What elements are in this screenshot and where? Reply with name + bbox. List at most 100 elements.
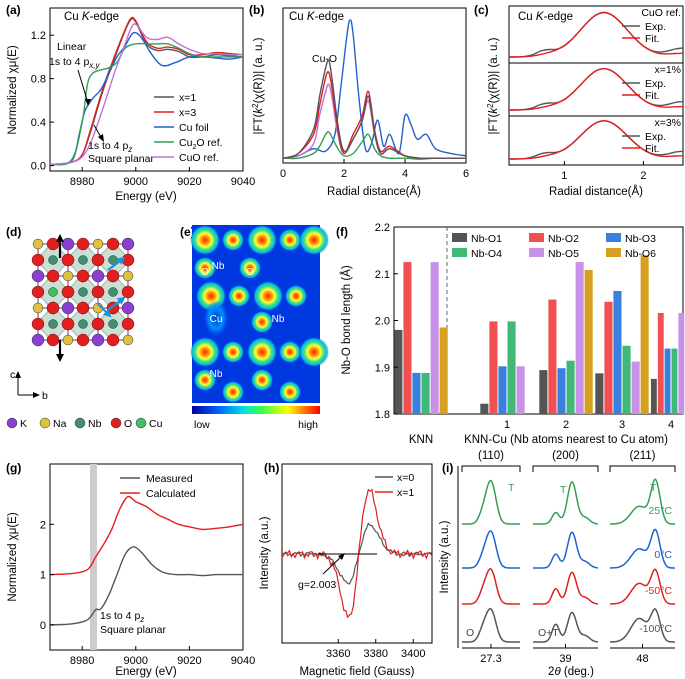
panel-b-title: Cu K-edge (289, 11, 344, 23)
panel-f-xtick-label: 4 (668, 419, 674, 431)
atom-o (46, 269, 60, 283)
panel-a-ytick-label: 0.0 (31, 161, 46, 173)
atom-o (106, 237, 120, 251)
panel-a-legend-label: Cu2O ref. (179, 137, 223, 151)
panel-b-line-1 (282, 131, 467, 160)
atom-label-o-2: O (246, 267, 254, 278)
panel-i-phase-t2: T (560, 484, 567, 496)
atom-nb (78, 287, 88, 297)
panel-a: (a) Cu K-edge 8980 9000 9020 90400.00.40.81… (6, 3, 255, 203)
panel-i-label: (i) (442, 461, 453, 475)
panel-i-line-1 (609, 528, 675, 569)
atom-cu (48, 287, 58, 297)
panel-f-ytick-label: 2.1 (375, 269, 390, 281)
panel-i-plane-label: (211) (630, 450, 656, 462)
axis-c-label: c (10, 369, 15, 381)
axis-b-arrowhead (33, 392, 40, 398)
panel-i-temp-label: -50°C (645, 585, 672, 597)
atom-o (31, 317, 45, 331)
panel-h-xtick-label: 3380 (364, 648, 388, 660)
atom-legend-label: K (20, 418, 27, 430)
panel-a-xtick-label: 9040 (231, 176, 255, 188)
panel-g-legend: Measured Calculated (120, 473, 196, 500)
panel-b-xlabel: Radial distance(Å) (327, 185, 421, 198)
atom-na (122, 270, 134, 282)
atom-legend-label: Na (53, 418, 67, 430)
panel-c-subpanel-label: CuO ref. (641, 7, 681, 19)
density-blob (239, 257, 261, 279)
panel-a-legend-label: Cu foil (179, 122, 209, 134)
panel-c-legend-label: Fit. (645, 33, 660, 45)
atom-label-nb-2: Nb (272, 314, 285, 325)
panel-a-series (49, 16, 244, 166)
bar-nb-o4 (507, 321, 516, 414)
panel-a-xtick-label: 8980 (70, 176, 94, 188)
panel-a-legend-label: CuO ref. (179, 152, 219, 164)
panel-d: (d) c b K Na Nb O Cu (6, 225, 163, 430)
panel-f-ytick-label: 1.9 (375, 362, 390, 374)
panel-g-ann-1s-4pz: 1s to 4 pz (100, 610, 144, 624)
panel-f-legend: Nb-O1 Nb-O2 Nb-O3 Nb-O4 Nb-O5 Nb-O6 (452, 233, 656, 260)
panel-i-line-1 (533, 531, 599, 569)
atom-o (91, 253, 105, 267)
colorbar-low: low (194, 419, 210, 431)
panel-f-legend-label: Nb-O3 (625, 233, 656, 245)
panel-f-ylabel: Nb-O bond length (Å) (340, 265, 353, 374)
panel-a-ann-1s-4pxy: 1s to 4 px,y (49, 56, 101, 70)
atom-o (76, 237, 90, 251)
panel-i-phase-o: O (466, 627, 474, 639)
panel-h-line-1 (281, 488, 433, 619)
panel-h-ann-g: g=2.003 (298, 579, 336, 591)
panel-i-line-2 (462, 568, 520, 605)
polarization-arrowhead (102, 308, 112, 318)
panel-h-xtick-label: 3400 (401, 648, 425, 660)
panel-g: (g) 8980 9000 9020 9040 0 1 2 Measured Calculat… (6, 461, 255, 678)
panel-i-xlabel: 2θ (deg.) (548, 666, 594, 678)
panel-i-line-0 (462, 479, 520, 525)
panel-h-label: (h) (264, 461, 279, 475)
density-blob (190, 225, 220, 255)
panel-g-xlabel: Energy (eV) (115, 666, 177, 678)
atom-label-cu: Cu (210, 314, 223, 325)
panel-a-ticks: 8980 9000 9020 9040 0.0 0.4 0.8 1.2 (31, 30, 256, 188)
panel-i-line-0 (533, 481, 599, 525)
panel-b-ylabel: |FT(k2(χ(R))| (a. u.) (251, 37, 265, 134)
atom-legend-swatch (6, 417, 18, 429)
bar-nb-o6 (640, 255, 649, 414)
panel-a-ann-linear: Linear (57, 41, 87, 53)
atom-k (91, 333, 105, 347)
panel-f-legend-swatch (452, 248, 467, 257)
panel-g-xtick-label: 9020 (177, 655, 201, 667)
panel-h-xtick-label: 3360 (326, 648, 350, 660)
atom-k (61, 237, 75, 251)
panel-f-ticks: 1.8 1.9 2.0 2.1 2.2 1 2 3 4 (375, 222, 674, 431)
atom-legend-swatch (135, 417, 147, 429)
density-blob (222, 341, 244, 363)
panel-f-legend-label: Nb-O4 (471, 248, 502, 260)
atom-o (76, 333, 90, 347)
atom-o (61, 317, 75, 331)
panel-i-line-0 (609, 478, 675, 525)
density-blob (251, 311, 273, 333)
density-blob (194, 369, 216, 391)
panel-b-series (282, 19, 467, 160)
panel-a-legend-label: x=1 (179, 92, 196, 104)
panel-f-legend-label: Nb-O6 (625, 248, 656, 260)
bar-nb-o3 (412, 372, 421, 414)
bar-nb-o5 (631, 361, 640, 414)
atom-nb (48, 255, 58, 265)
bar-nb-o2 (489, 321, 498, 414)
panel-f-legend-label: Nb-O2 (548, 233, 579, 245)
panel-i-ylabel: Intensity (a.u.) (439, 520, 451, 593)
panel-a-line-4 (49, 23, 244, 166)
panel-a-xtick-label: 9000 (124, 176, 148, 188)
panel-c-ylabel: |FT(k2(χ(R))| (a. u.) (486, 37, 500, 134)
atom-k (31, 269, 45, 283)
panel-c-legends: Exp.Fit.CuO ref.Exp.Fit.x=1%Exp.Fit.x=3% (622, 7, 681, 155)
panel-i-line-2 (533, 571, 599, 605)
cu-density-blob (204, 300, 228, 336)
density-blob (190, 337, 220, 367)
panel-i-line-3 (609, 608, 675, 643)
panel-a-axes (49, 7, 244, 172)
